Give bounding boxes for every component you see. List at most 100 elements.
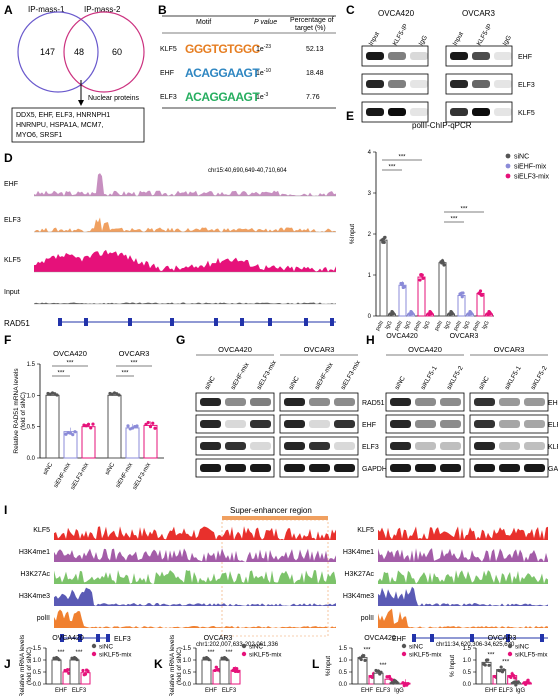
protein-label: GAPDH <box>362 466 387 473</box>
x-tick-label: IgG <box>403 320 413 331</box>
track-signal <box>378 608 548 628</box>
blot-frame <box>385 436 465 456</box>
data-point <box>395 680 399 685</box>
y-axis-label: % Input <box>449 655 456 677</box>
track-signal <box>34 249 336 272</box>
blot-band <box>200 398 221 406</box>
blot-band <box>225 464 246 472</box>
blot-band <box>284 420 305 428</box>
gene-exon <box>128 318 132 326</box>
y-tick-label: 1.5 <box>339 646 348 652</box>
bar <box>219 659 230 685</box>
panel-label-e: E <box>346 109 354 123</box>
lane-label: Input <box>452 31 465 47</box>
blot-band <box>390 420 411 428</box>
data-point <box>362 654 366 658</box>
venn-overlap-count: 48 <box>74 47 84 57</box>
motif-pvalue: 1e-3 <box>256 92 268 101</box>
legend-label: siNC <box>249 644 263 651</box>
panel-label-f: F <box>4 333 11 347</box>
panel-label-d: D <box>4 151 13 165</box>
y-tick-label: 1.5 <box>27 362 36 368</box>
blot-band <box>309 398 330 406</box>
sig-label: *** <box>388 165 396 171</box>
data-point <box>86 669 90 673</box>
protein-label: EHF <box>548 400 558 407</box>
x-tick-label: ELF3 <box>376 688 391 694</box>
data-point <box>235 666 239 671</box>
data-point <box>236 669 240 674</box>
data-point <box>480 293 484 297</box>
x-tick-label: siNC <box>105 461 117 476</box>
bar <box>201 659 212 685</box>
group-label: OVCA420 <box>53 349 87 358</box>
data-point <box>117 393 121 397</box>
legend-label: siELF3-mix <box>514 174 550 181</box>
blot-frame <box>469 436 549 456</box>
data-point <box>135 424 139 428</box>
protein-label: KLF5 <box>518 110 535 117</box>
blot-band <box>474 464 495 472</box>
track-label: polII <box>37 615 50 622</box>
gene-exon <box>78 634 82 642</box>
gene-exon <box>96 634 100 642</box>
bar <box>438 262 447 317</box>
x-tick-label: IgG <box>443 320 453 331</box>
protein-label: EHF <box>362 422 376 429</box>
panel-label-c: C <box>346 3 355 17</box>
blot-band <box>524 442 545 450</box>
blot-c-lane-labels: Input KLF5-IP IgG Input KLF5-IP IgG <box>368 23 513 47</box>
data-point <box>441 260 445 265</box>
data-point <box>487 663 491 667</box>
gene-exon <box>430 634 434 642</box>
sig-label: *** <box>398 155 406 161</box>
legend-marker <box>401 651 407 657</box>
chart-title: OVCAR3 <box>488 635 517 642</box>
motif-logo: ACAGGAAGT <box>185 90 260 104</box>
x-tick-label: IgG <box>481 320 491 331</box>
blot-band <box>472 80 490 88</box>
legend-marker <box>91 643 97 649</box>
lane-label: KLF5-IP <box>476 23 494 47</box>
data-point <box>55 393 59 397</box>
blot-band <box>450 52 468 60</box>
data-point <box>460 295 464 299</box>
lane-label: siNC <box>478 375 491 391</box>
blot-c-cell2: OVCAR3 <box>462 9 495 18</box>
x-tick-label: EHF <box>485 688 497 694</box>
blot-band <box>494 52 512 60</box>
legend-marker <box>507 651 513 657</box>
blot-band <box>472 52 490 60</box>
data-point <box>400 281 405 286</box>
group-label: OVCAR3 <box>450 333 479 340</box>
blot-band <box>334 442 355 450</box>
motif-row-klf5: KLF5 GGGTGTGGC 1e-23 52.13 <box>160 42 324 56</box>
gene-exon <box>60 634 64 642</box>
blot-band <box>388 108 406 116</box>
data-point <box>450 312 455 316</box>
y-tick-label: 1.5 <box>463 646 472 652</box>
protein-label: ELF3 <box>362 444 379 451</box>
data-point <box>213 668 217 673</box>
blot-band <box>284 464 305 472</box>
x-tick-label: polII <box>453 320 464 332</box>
x-tick-label: IgG <box>384 320 394 331</box>
gene-exon <box>170 318 174 326</box>
motif-pct: 7.76 <box>306 94 320 101</box>
track-label: H3K4me1 <box>343 549 374 556</box>
x-tick-label: siEHF-mix <box>115 462 134 489</box>
track-label: H3K4me3 <box>343 593 374 600</box>
data-point <box>486 658 490 662</box>
data-point <box>513 676 517 680</box>
protein-list-line1: DDX5, EHF, ELF3, HNRNPH1 <box>16 112 110 119</box>
blot-band <box>474 442 495 450</box>
sig-label: *** <box>207 650 215 656</box>
blot-c-bands: EHF ELF3 KLF5 <box>361 45 535 123</box>
tracks-i-left-region: chr1:202,007,633-202,061,336 <box>196 642 279 648</box>
data-point <box>75 658 79 662</box>
super-enhancer-label: Super-enhancer region <box>230 506 312 515</box>
track-label: ELF3 <box>4 217 21 224</box>
data-point <box>83 672 88 676</box>
data-point <box>498 669 502 673</box>
